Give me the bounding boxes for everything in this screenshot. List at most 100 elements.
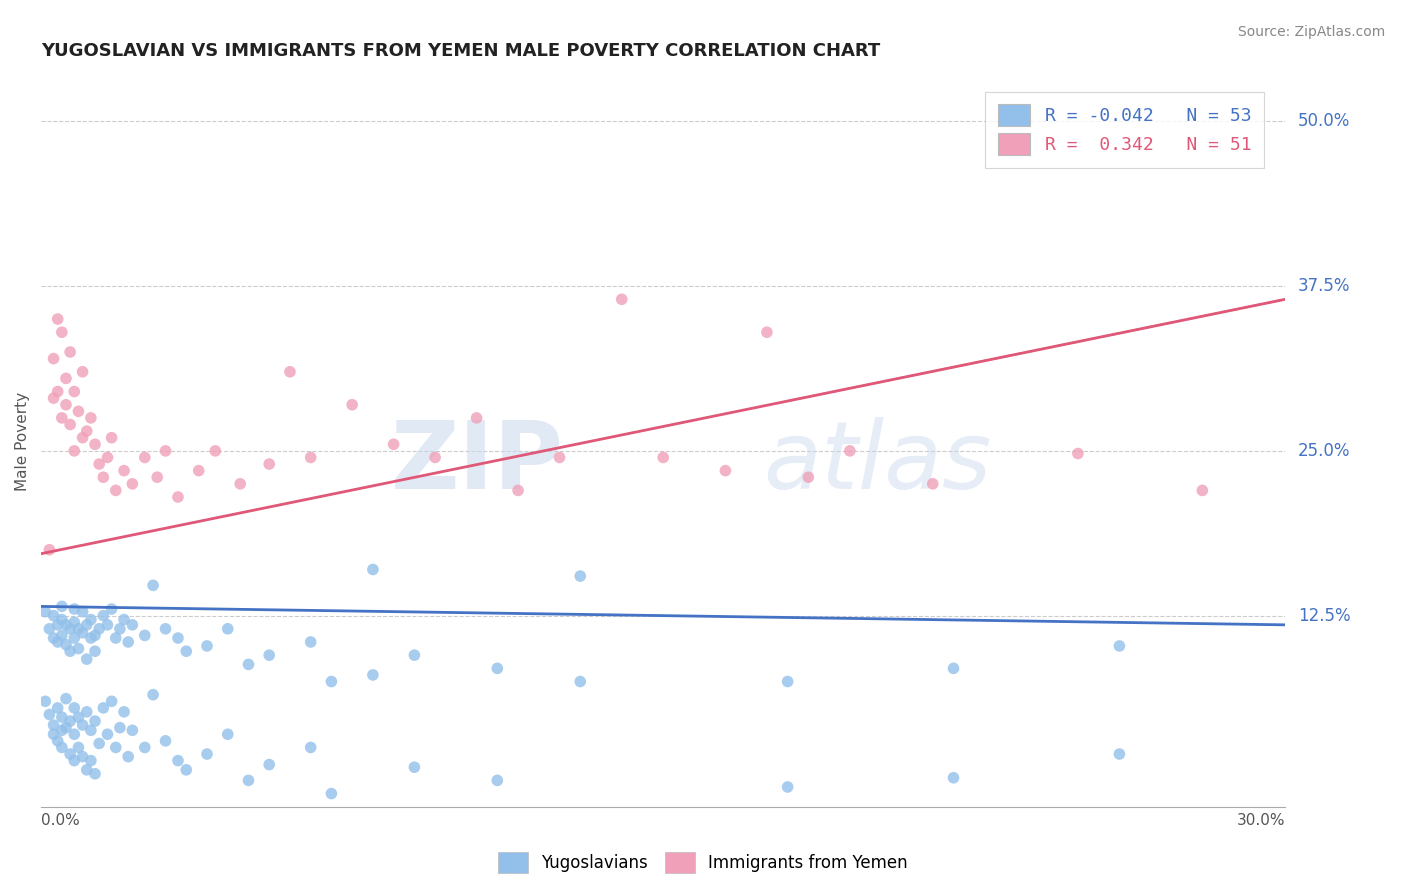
Point: [51, 599, 73, 614]
Point: [204, 443, 226, 458]
Point: [46, 635, 69, 649]
Point: [72, 625, 94, 640]
Point: [195, 639, 218, 653]
Point: [34, 605, 56, 619]
Point: [486, 661, 509, 675]
Point: [112, 613, 135, 627]
Point: [238, 773, 260, 788]
Point: [63, 631, 86, 645]
Point: [46, 734, 69, 748]
Point: [1067, 446, 1090, 460]
Point: [134, 628, 156, 642]
Point: [187, 464, 209, 478]
Point: [91, 701, 114, 715]
Point: [96, 450, 118, 465]
Point: [404, 760, 426, 774]
Point: [238, 657, 260, 672]
Point: [72, 605, 94, 619]
Point: [55, 721, 77, 735]
Point: [506, 483, 529, 498]
Point: [91, 608, 114, 623]
Point: [569, 569, 592, 583]
Text: atlas: atlas: [762, 417, 991, 508]
Point: [104, 740, 127, 755]
Point: [84, 644, 107, 658]
Point: [321, 787, 343, 801]
Point: [84, 766, 107, 780]
Point: [55, 398, 77, 412]
Point: [51, 723, 73, 738]
Point: [299, 635, 322, 649]
Point: [80, 613, 103, 627]
Point: [59, 622, 82, 636]
Point: [610, 293, 633, 307]
Point: [51, 710, 73, 724]
Point: [89, 737, 111, 751]
Point: [1108, 747, 1130, 761]
Point: [167, 490, 190, 504]
Point: [72, 718, 94, 732]
Point: [51, 325, 73, 339]
Point: [155, 443, 177, 458]
Point: [361, 668, 384, 682]
Point: [108, 622, 131, 636]
Point: [465, 411, 488, 425]
Point: [80, 411, 103, 425]
Point: [1108, 639, 1130, 653]
Point: [1191, 483, 1213, 498]
Point: [142, 688, 165, 702]
Point: [96, 727, 118, 741]
Point: [299, 740, 322, 755]
Point: [155, 734, 177, 748]
Point: [112, 464, 135, 478]
Point: [91, 470, 114, 484]
Point: [67, 622, 90, 636]
Point: [142, 578, 165, 592]
Point: [134, 740, 156, 755]
Point: [121, 618, 143, 632]
Point: [63, 754, 86, 768]
Point: [838, 443, 860, 458]
Point: [84, 628, 107, 642]
Text: 50.0%: 50.0%: [1298, 112, 1350, 130]
Point: [67, 710, 90, 724]
Point: [63, 384, 86, 399]
Point: [921, 476, 943, 491]
Point: [55, 371, 77, 385]
Text: ZIP: ZIP: [391, 417, 564, 509]
Point: [80, 754, 103, 768]
Text: 25.0%: 25.0%: [1298, 442, 1350, 460]
Point: [42, 718, 65, 732]
Legend: Yugoslavians, Immigrants from Yemen: Yugoslavians, Immigrants from Yemen: [492, 846, 914, 880]
Legend: R = -0.042   N = 53, R =  0.342   N = 51: R = -0.042 N = 53, R = 0.342 N = 51: [986, 92, 1264, 168]
Point: [63, 602, 86, 616]
Point: [755, 325, 778, 339]
Point: [257, 457, 280, 471]
Text: Source: ZipAtlas.com: Source: ZipAtlas.com: [1237, 25, 1385, 39]
Point: [51, 740, 73, 755]
Point: [155, 622, 177, 636]
Point: [46, 312, 69, 326]
Point: [76, 652, 98, 666]
Point: [797, 470, 820, 484]
Point: [96, 618, 118, 632]
Point: [361, 562, 384, 576]
Point: [174, 763, 197, 777]
Text: 37.5%: 37.5%: [1298, 277, 1350, 295]
Point: [117, 749, 139, 764]
Point: [51, 628, 73, 642]
Point: [67, 641, 90, 656]
Point: [63, 443, 86, 458]
Point: [38, 707, 60, 722]
Point: [89, 622, 111, 636]
Point: [55, 618, 77, 632]
Point: [63, 727, 86, 741]
Point: [84, 437, 107, 451]
Point: [100, 431, 122, 445]
Point: [42, 391, 65, 405]
Point: [112, 705, 135, 719]
Point: [38, 622, 60, 636]
Point: [134, 450, 156, 465]
Point: [714, 464, 737, 478]
Point: [63, 615, 86, 630]
